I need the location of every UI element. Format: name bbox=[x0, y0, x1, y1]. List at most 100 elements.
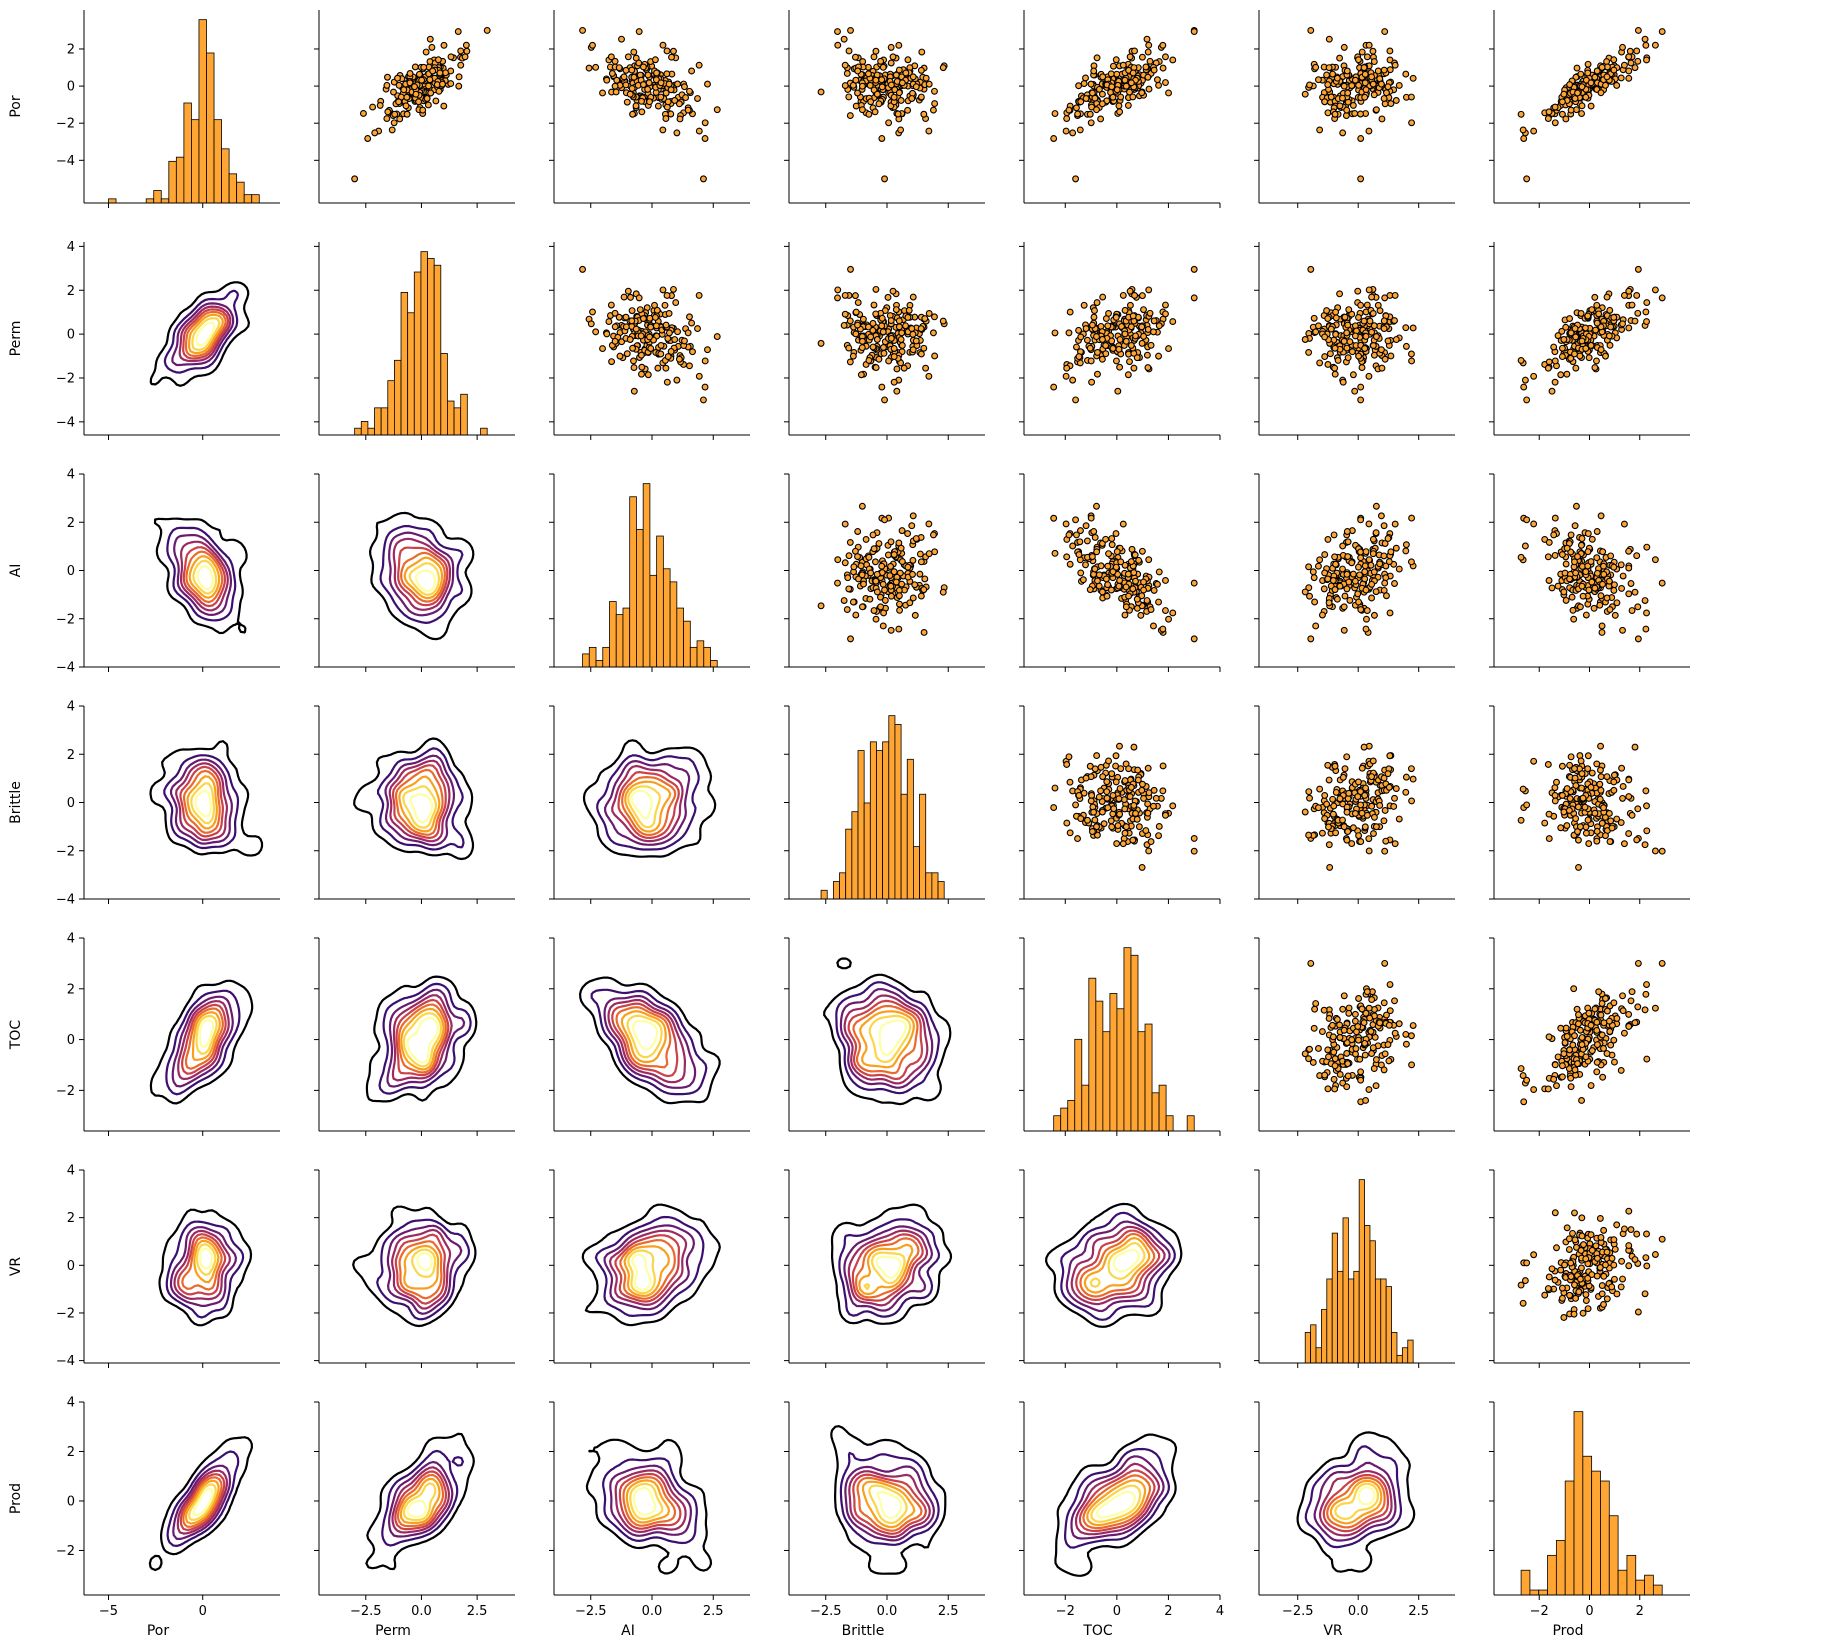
scatter-point bbox=[1596, 1264, 1604, 1271]
scatter-point bbox=[1301, 90, 1309, 98]
scatter-point bbox=[646, 314, 654, 322]
scatter-point bbox=[1325, 823, 1332, 831]
scatter-point bbox=[931, 352, 939, 360]
scatter-point bbox=[1631, 1019, 1639, 1027]
scatter-point bbox=[1617, 1066, 1625, 1074]
hist-bar bbox=[642, 483, 651, 667]
y-tick-label: 2 bbox=[67, 748, 75, 763]
scatter-point bbox=[1368, 1050, 1376, 1057]
scatter-point bbox=[1144, 364, 1152, 372]
scatter-point bbox=[871, 558, 879, 566]
kde-contour-line bbox=[388, 1460, 454, 1538]
scatter-point bbox=[1162, 79, 1169, 86]
hist-bar bbox=[582, 653, 590, 667]
scatter-point bbox=[1634, 57, 1642, 65]
hist-bar bbox=[703, 646, 711, 667]
scatter-point bbox=[879, 622, 887, 630]
scatter-point bbox=[1124, 570, 1132, 578]
scatter-point bbox=[1602, 81, 1609, 89]
scatter-point bbox=[1563, 822, 1571, 830]
scatter-point bbox=[1584, 60, 1592, 68]
scatter-point bbox=[638, 363, 646, 371]
scatter-point bbox=[1138, 592, 1146, 600]
kde-contour-line bbox=[352, 1205, 477, 1328]
scatter-point bbox=[1354, 590, 1362, 598]
scatter-point bbox=[878, 383, 886, 391]
scatter-point bbox=[1324, 535, 1332, 543]
scatter-point bbox=[1570, 615, 1578, 623]
scatter-point bbox=[1402, 788, 1410, 796]
scatter-point bbox=[412, 90, 420, 98]
scatter-point bbox=[1596, 780, 1604, 788]
scatter-point bbox=[662, 364, 670, 372]
hist-bar bbox=[931, 872, 939, 899]
scatter-point bbox=[911, 581, 919, 589]
scatter-point bbox=[929, 329, 937, 337]
hist-bar bbox=[1353, 1270, 1360, 1363]
scatter-point bbox=[1069, 376, 1077, 384]
scatter-point bbox=[854, 89, 861, 97]
scatter-point bbox=[1372, 529, 1380, 537]
scatter-point bbox=[1305, 563, 1313, 571]
kde-contour-line bbox=[856, 1476, 923, 1532]
scatter-point bbox=[912, 535, 920, 542]
scatter-point bbox=[895, 323, 903, 331]
scatter-point bbox=[1138, 323, 1146, 331]
scatter-point bbox=[1517, 110, 1525, 118]
hist-bar bbox=[1321, 1309, 1328, 1363]
scatter-point bbox=[1343, 1083, 1351, 1091]
y-tick-label: −4 bbox=[56, 1354, 75, 1369]
scatter-point bbox=[1627, 1226, 1635, 1234]
scatter-point bbox=[1098, 100, 1106, 108]
scatter-point bbox=[1550, 531, 1558, 539]
scatter-point bbox=[872, 285, 880, 293]
scatter-point bbox=[1381, 294, 1389, 302]
scatter-point bbox=[841, 310, 849, 318]
panel-Prod-vs-Perm: −2.5 0.0 2.5 bbox=[314, 1401, 515, 1619]
scatter-point bbox=[1409, 775, 1417, 783]
scatter-point bbox=[1584, 765, 1592, 773]
scatter-point bbox=[909, 594, 917, 602]
scatter-point bbox=[845, 93, 853, 101]
kde-contour-line bbox=[1065, 1220, 1171, 1313]
scatter-point bbox=[1384, 770, 1392, 778]
scatter-point bbox=[922, 364, 930, 372]
scatter-point bbox=[1402, 324, 1410, 332]
scatter-point bbox=[1391, 61, 1399, 69]
scatter-point bbox=[1643, 827, 1651, 835]
scatter-point bbox=[1127, 323, 1135, 331]
scatter-point bbox=[406, 70, 414, 77]
scatter-point bbox=[1380, 66, 1388, 74]
scatter-point bbox=[1107, 817, 1115, 825]
scatter-point bbox=[1344, 1060, 1352, 1068]
scatter-point bbox=[1051, 549, 1059, 557]
scatter-point bbox=[1086, 344, 1094, 352]
scatter-point bbox=[670, 47, 677, 55]
scatter-point bbox=[845, 47, 853, 55]
scatter-point bbox=[1519, 785, 1527, 793]
scatter-point bbox=[1087, 119, 1095, 127]
kde-contour-line bbox=[166, 526, 237, 622]
hist-bar bbox=[1385, 1286, 1392, 1363]
scatter-point bbox=[857, 371, 865, 379]
scatter-point bbox=[1325, 1014, 1333, 1022]
hist-bar bbox=[906, 758, 914, 899]
scatter-point bbox=[1402, 1030, 1410, 1038]
scatter-point bbox=[895, 89, 903, 97]
scatter-point bbox=[909, 73, 917, 81]
scatter-point bbox=[1122, 583, 1130, 591]
scatter-point bbox=[881, 516, 888, 524]
scatter-point bbox=[1130, 743, 1138, 751]
kde-contour-line bbox=[402, 785, 438, 829]
scatter-point bbox=[878, 83, 886, 91]
scatter-point bbox=[849, 598, 857, 606]
scatter-point bbox=[1190, 294, 1198, 302]
scatter-point bbox=[613, 76, 621, 84]
scatter-point bbox=[1343, 528, 1351, 535]
scatter-point bbox=[1091, 816, 1099, 824]
panel-AI-vs-Perm bbox=[314, 473, 515, 672]
scatter-point bbox=[1378, 364, 1386, 372]
scatter-point bbox=[663, 70, 671, 78]
panel-TOC-vs-TOC bbox=[1019, 937, 1221, 1136]
scatter-point bbox=[1384, 1041, 1392, 1049]
